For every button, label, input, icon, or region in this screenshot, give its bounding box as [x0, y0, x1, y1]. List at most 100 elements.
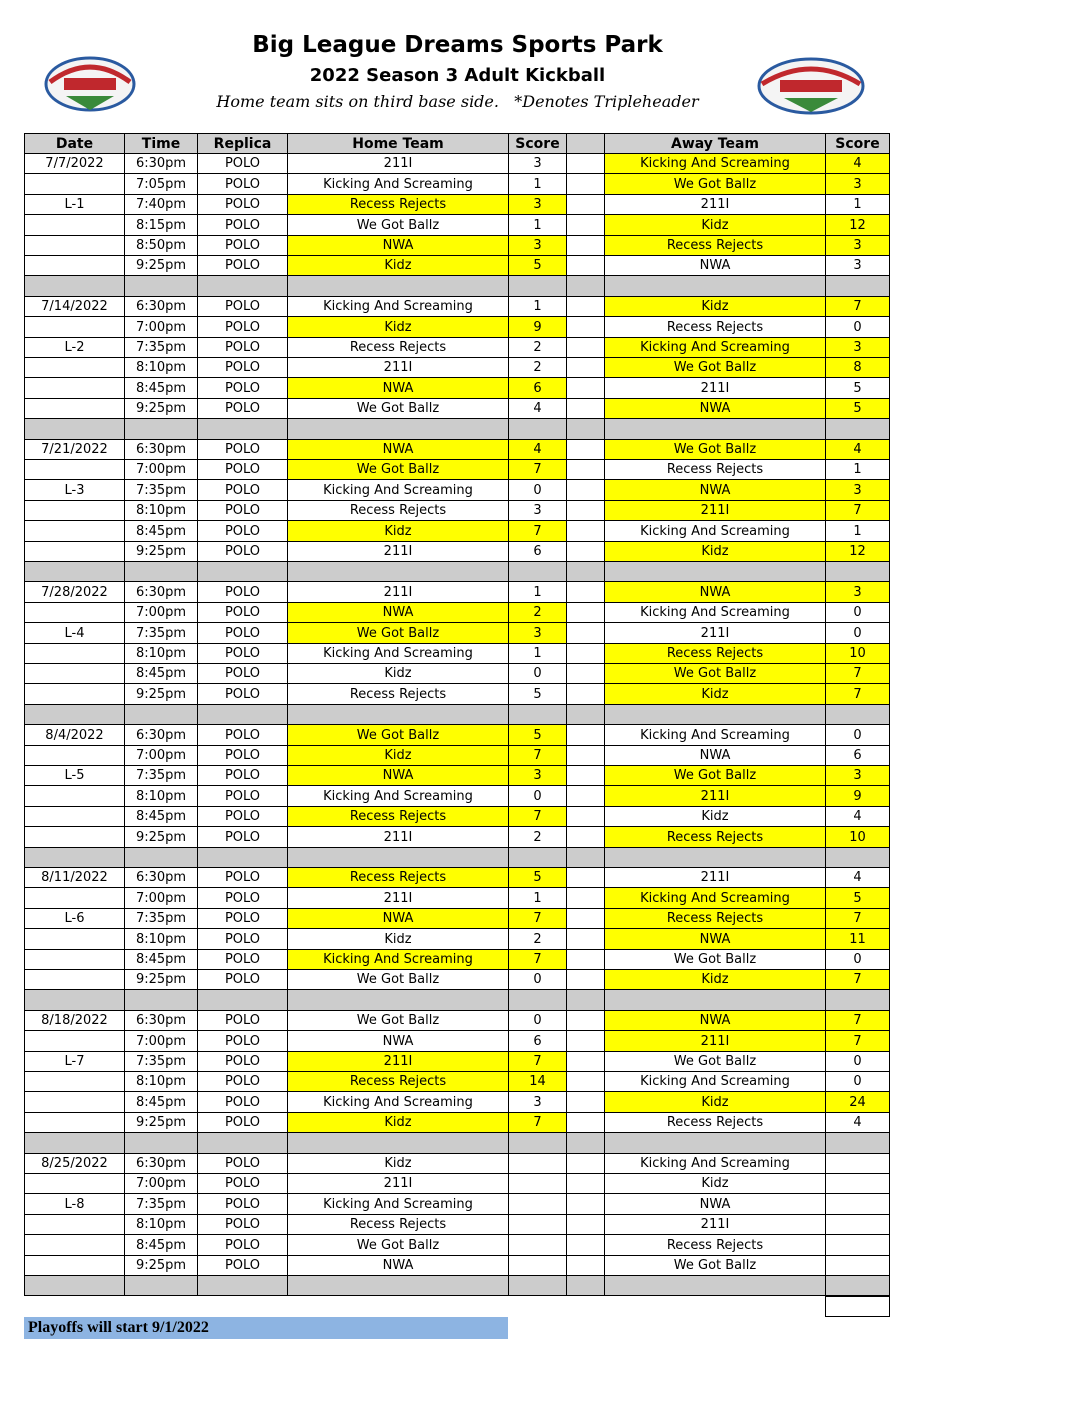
date-cell — [24, 1030, 125, 1052]
time: 9:25pm — [124, 398, 198, 419]
replica: POLO — [197, 826, 288, 848]
date-cell — [24, 1071, 125, 1092]
replica: POLO — [197, 683, 288, 705]
separator — [197, 418, 288, 440]
separator — [287, 418, 509, 440]
replica: POLO — [197, 887, 288, 909]
home-team: Kidz — [287, 1153, 509, 1174]
away-team: Kicking And Screaming — [604, 1071, 826, 1092]
home-score: 0 — [508, 479, 567, 501]
home-team: Recess Rejects — [287, 806, 509, 827]
time: 8:10pm — [124, 1071, 198, 1092]
away-team: NWA — [604, 928, 826, 950]
separator — [197, 847, 288, 868]
gap-cell — [566, 214, 605, 236]
home-team: 211I — [287, 541, 509, 562]
replica: POLO — [197, 235, 288, 256]
date-cell — [24, 949, 125, 970]
date-cell — [24, 1214, 125, 1235]
away-score: 1 — [825, 459, 890, 480]
replica: POLO — [197, 459, 288, 480]
replica: POLO — [197, 1173, 288, 1194]
home-team: NWA — [287, 602, 509, 623]
away-team: Kidz — [604, 969, 826, 990]
replica: POLO — [197, 867, 288, 888]
separator — [508, 561, 567, 582]
away-team: We Got Ballz — [604, 173, 826, 195]
home-score: 3 — [508, 500, 567, 521]
gap-cell — [566, 316, 605, 338]
gap-cell — [566, 194, 605, 215]
home-team: Recess Rejects — [287, 337, 509, 358]
away-score: 4 — [825, 806, 890, 827]
time: 7:00pm — [124, 1173, 198, 1194]
away-score: 0 — [825, 1071, 890, 1092]
away-team: 211I — [604, 622, 826, 644]
time: 8:10pm — [124, 500, 198, 521]
home-score — [508, 1193, 567, 1215]
home-score — [508, 1255, 567, 1276]
away-team: We Got Ballz — [604, 765, 826, 786]
away-score: 24 — [825, 1091, 890, 1113]
away-team: Kidz — [604, 296, 826, 317]
time: 7:05pm — [124, 173, 198, 195]
home-team: Kicking And Screaming — [287, 1091, 509, 1113]
time: 9:25pm — [124, 1112, 198, 1133]
replica: POLO — [197, 581, 288, 603]
home-score: 9 — [508, 316, 567, 338]
separator — [566, 989, 605, 1011]
week-label: L-3 — [24, 479, 125, 501]
replica: POLO — [197, 1255, 288, 1276]
gap-cell — [566, 459, 605, 480]
replica: POLO — [197, 1153, 288, 1174]
home-team: 211I — [287, 153, 509, 174]
date: 7/21/2022 — [24, 439, 125, 460]
date-cell — [24, 785, 125, 807]
home-team: 211I — [287, 581, 509, 603]
home-score: 5 — [508, 255, 567, 276]
home-team: Kidz — [287, 745, 509, 766]
replica: POLO — [197, 194, 288, 215]
separator — [566, 847, 605, 868]
gap-cell — [566, 357, 605, 378]
home-score: 6 — [508, 1030, 567, 1052]
date-cell — [24, 1255, 125, 1276]
home-score: 7 — [508, 1051, 567, 1072]
home-team: NWA — [287, 377, 509, 399]
gap-cell — [566, 826, 605, 848]
home-team: Recess Rejects — [287, 1214, 509, 1235]
home-team: We Got Ballz — [287, 459, 509, 480]
date-cell — [24, 806, 125, 827]
gap-cell — [566, 153, 605, 174]
separator — [508, 1275, 567, 1296]
gap-cell — [566, 1214, 605, 1235]
separator — [24, 1132, 125, 1154]
away-score: 7 — [825, 1010, 890, 1031]
home-team: Recess Rejects — [287, 683, 509, 705]
gap-cell — [566, 479, 605, 501]
date-cell — [24, 683, 125, 705]
home-score: 3 — [508, 1091, 567, 1113]
gap-cell — [566, 500, 605, 521]
replica: POLO — [197, 520, 288, 542]
gap-cell — [566, 337, 605, 358]
home-score: 2 — [508, 337, 567, 358]
replica: POLO — [197, 1112, 288, 1133]
replica: POLO — [197, 296, 288, 317]
gap-cell — [566, 1051, 605, 1072]
home-score — [508, 1153, 567, 1174]
separator — [287, 1132, 509, 1154]
time: 9:25pm — [124, 541, 198, 562]
separator — [124, 561, 198, 582]
away-team: 211I — [604, 194, 826, 215]
separator — [825, 1275, 890, 1296]
gap-cell — [566, 1173, 605, 1194]
home-score: 2 — [508, 826, 567, 848]
time: 7:00pm — [124, 1030, 198, 1052]
home-score: 7 — [508, 459, 567, 480]
away-score: 1 — [825, 520, 890, 542]
logo-left — [44, 56, 136, 112]
separator — [197, 275, 288, 297]
gap-cell — [566, 765, 605, 786]
date-cell — [24, 541, 125, 562]
